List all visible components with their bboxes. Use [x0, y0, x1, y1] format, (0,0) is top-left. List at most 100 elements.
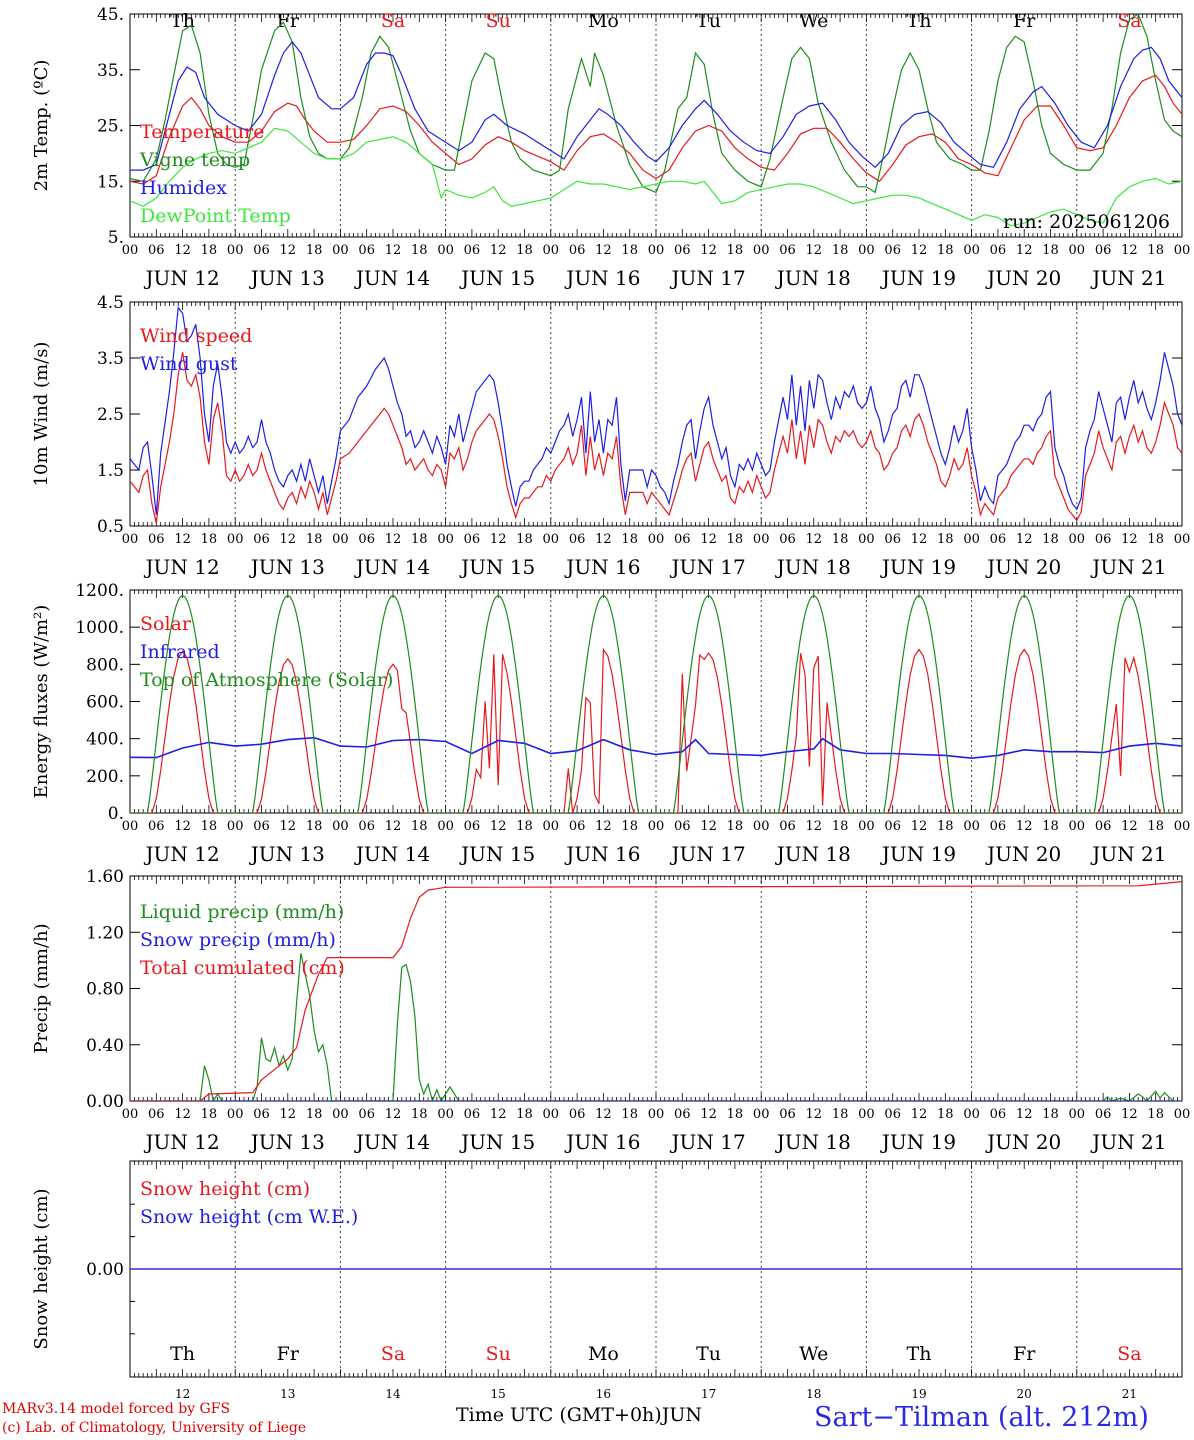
temp-hour-label: 12 [911, 243, 928, 258]
wind-hour-label: 12 [911, 532, 928, 547]
temp-hour-label: 00 [753, 243, 770, 258]
temp-hour-label: 12 [174, 243, 191, 258]
precip-hour-label: 00 [648, 1107, 665, 1122]
temp-hour-label: 06 [674, 243, 691, 258]
energy-hour-label: 00 [122, 819, 139, 834]
temp-date-label: JUN 21 [1090, 266, 1166, 290]
temp-hour-label: 00 [437, 243, 454, 258]
precip-hour-label: 00 [332, 1107, 349, 1122]
precip-hour-label: 18 [1147, 1107, 1164, 1122]
wind-hour-label: 12 [385, 532, 402, 547]
wind-series-wind-gust [130, 306, 1182, 515]
temp-date-label: JUN 17 [670, 266, 746, 290]
temp-hour-label: 12 [490, 243, 507, 258]
temp-hour-label: 06 [779, 243, 796, 258]
x-axis-title-text: Time UTC (GMT+0h) [456, 1404, 662, 1426]
energy-hour-label: 18 [1042, 819, 1059, 834]
energy-hour-label: 18 [832, 819, 849, 834]
precip-legend-entry: Snow precip (mm/h) [140, 929, 336, 951]
precip-y-tick-label: 0.80 [86, 980, 124, 1000]
wind-hour-label: 18 [201, 532, 218, 547]
precip-series-liquid-precip-mm-h- [130, 953, 1174, 1101]
precip-hour-label: 18 [832, 1107, 849, 1122]
wind-legend-entry: Wind speed [140, 325, 252, 347]
temp-hour-label: 00 [332, 243, 349, 258]
energy-hour-label: 00 [648, 819, 665, 834]
day-number-label: 21 [1122, 1387, 1137, 1401]
temp-hour-label: 12 [700, 243, 717, 258]
station-name: Sart−Tilman (alt. 212m) [814, 1402, 1149, 1433]
energy-hour-label: 18 [727, 819, 744, 834]
temp-hour-label: 06 [253, 243, 270, 258]
wind-hour-label: 12 [490, 532, 507, 547]
temp-weekday-label: Fr [277, 10, 300, 32]
precip-date-label: JUN 19 [880, 1130, 956, 1154]
snow-weekday-label: Sa [1117, 1343, 1141, 1365]
energy-date-label: JUN 18 [775, 842, 851, 866]
precip-hour-label: 18 [201, 1107, 218, 1122]
wind-hour-label: 06 [358, 532, 375, 547]
precip-date-label: JUN 16 [564, 1130, 640, 1154]
temp-date-label: JUN 19 [880, 266, 956, 290]
temp-weekday-label: Su [486, 10, 511, 32]
wind-hour-label: 18 [306, 532, 323, 547]
wind-date-label: JUN 12 [144, 555, 220, 579]
wind-hour-label: 06 [1095, 532, 1112, 547]
precip-hour-label: 12 [806, 1107, 823, 1122]
energy-hour-label: 06 [674, 819, 691, 834]
precip-hour-label: 06 [779, 1107, 796, 1122]
wind-hour-label: 18 [937, 532, 954, 547]
precip-hour-label: 18 [621, 1107, 638, 1122]
wind-hour-label: 12 [1016, 532, 1033, 547]
model-credit: MARv3.14 model forced by GFS [2, 1401, 231, 1417]
precip-legend-entry: Liquid precip (mm/h) [140, 901, 344, 923]
snow-y-tick-label: 0.00 [86, 1260, 124, 1280]
wind-hour-label: 06 [779, 532, 796, 547]
precip-hour-label: 18 [937, 1107, 954, 1122]
energy-hour-label: 18 [201, 819, 218, 834]
day-number-label: 14 [385, 1387, 401, 1401]
wind-hour-label: 18 [516, 532, 533, 547]
temp-series-vigne-temp [130, 14, 1182, 194]
wind-y-tick-label: 1.5 [97, 461, 124, 481]
temp-weekday-label: Th [170, 10, 195, 32]
temp-hour-label: 18 [411, 243, 428, 258]
energy-hour-label: 12 [1016, 819, 1033, 834]
energy-hour-label: 18 [411, 819, 428, 834]
precip-y-tick-label: 0.40 [86, 1036, 124, 1056]
wind-hour-label: 00 [227, 532, 244, 547]
energy-hour-label: 18 [306, 819, 323, 834]
precip-hour-label: 12 [280, 1107, 297, 1122]
temp-hour-label: 00 [963, 243, 980, 258]
wind-hour-label: 18 [1042, 532, 1059, 547]
temp-legend-entry: Humidex [140, 177, 227, 199]
wind-hour-label: 00 [332, 532, 349, 547]
wind-date-label: JUN 16 [564, 555, 640, 579]
energy-date-label: JUN 12 [144, 842, 220, 866]
snow-weekday-label: Th [170, 1343, 195, 1365]
temp-panel: 5. 15. 25. 35. 45. 2m Temp. (ºC) 00 06 12 18 JUN 1… [31, 5, 1190, 290]
wind-hour-label: 00 [1174, 532, 1191, 547]
energy-hour-label: 12 [385, 819, 402, 834]
temp-date-label: JUN 12 [144, 266, 220, 290]
precip-series-total-cumulated-cm- [130, 881, 1182, 1101]
energy-hour-label: 06 [569, 819, 586, 834]
energy-y-tick-label: 200. [86, 767, 124, 787]
wind-hour-label: 00 [963, 532, 980, 547]
energy-hour-label: 12 [174, 819, 191, 834]
energy-hour-label: 12 [490, 819, 507, 834]
temp-hour-label: 06 [358, 243, 375, 258]
wind-hour-label: 06 [148, 532, 165, 547]
x-axis-title: Time UTC (GMT+0h)JUN [456, 1404, 702, 1426]
energy-hour-label: 12 [1121, 819, 1138, 834]
wind-hour-label: 06 [884, 532, 901, 547]
wind-y-tick-label: 4.5 [97, 293, 124, 313]
precip-panel: 0.00 0.40 0.80 1.20 1.60 Precip (mm/h) 00 06 12 1… [31, 867, 1190, 1154]
temp-date-label: JUN 13 [249, 266, 325, 290]
wind-hour-label: 12 [700, 532, 717, 547]
day-number-label: 18 [806, 1387, 821, 1401]
day-number-label: 12 [175, 1387, 190, 1401]
precip-hour-label: 06 [358, 1107, 375, 1122]
precip-hour-label: 18 [306, 1107, 323, 1122]
temp-hour-label: 00 [648, 243, 665, 258]
